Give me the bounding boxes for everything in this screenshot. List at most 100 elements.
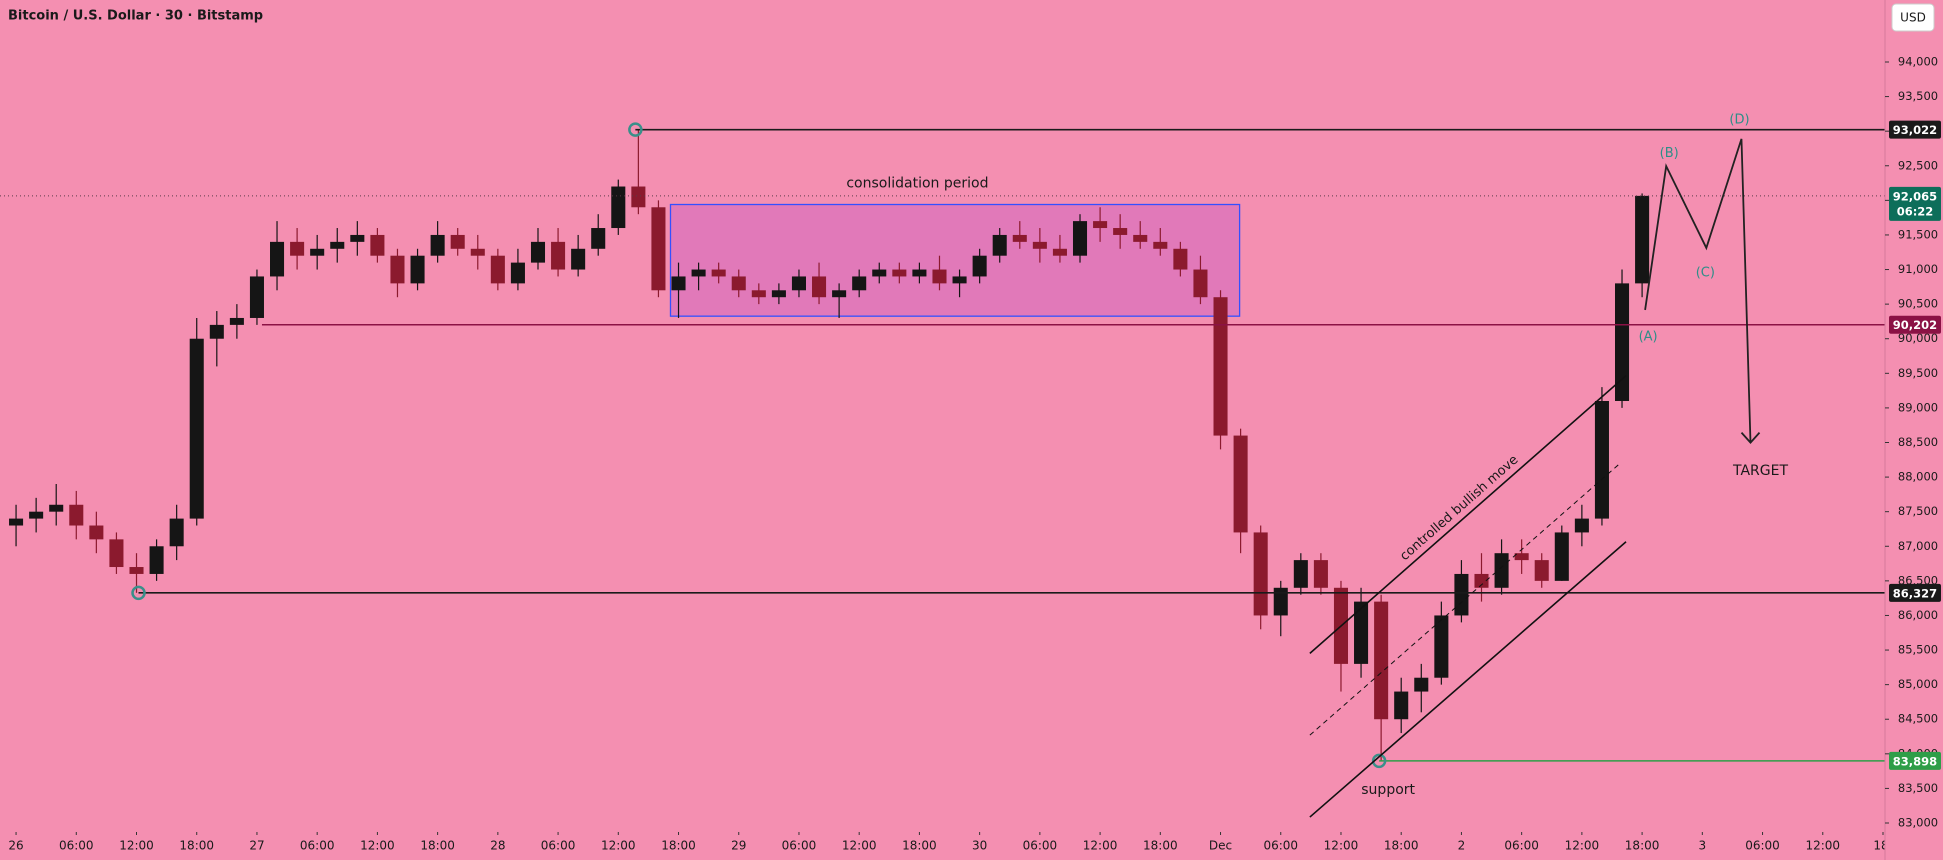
candle-body <box>1253 532 1268 616</box>
candle-body <box>1173 248 1188 270</box>
candle-body <box>29 511 44 519</box>
x-tick-label: 06:00 <box>300 839 335 853</box>
candle-body <box>691 269 706 277</box>
price-tag-label: 90,202 <box>1893 318 1937 332</box>
y-tick-label: 90,500 <box>1898 297 1938 311</box>
candle-body <box>450 234 465 249</box>
candle-body <box>270 241 285 277</box>
candle-body <box>1474 573 1489 588</box>
price-tag-label: 83,898 <box>1893 754 1937 768</box>
candle-body <box>651 207 666 291</box>
candle-body <box>290 241 305 256</box>
candle-body <box>1574 518 1589 533</box>
price-tag <box>1889 583 1941 602</box>
candle-body <box>912 269 927 277</box>
candle-body <box>1093 221 1108 229</box>
last-price-tag <box>1889 186 1941 221</box>
candle-body <box>470 248 485 256</box>
candle-body <box>1614 283 1630 401</box>
candle-body <box>370 234 385 256</box>
x-tick-label: 18:00 <box>1143 839 1178 853</box>
annotation: TARGET <box>1732 463 1788 479</box>
pivot-marker <box>1371 753 1387 769</box>
candle-body <box>832 290 847 298</box>
candle-body <box>1534 560 1549 581</box>
y-tick-label: 87,000 <box>1898 539 1938 553</box>
y-tick-label: 89,500 <box>1898 366 1938 380</box>
candle-body <box>430 234 445 256</box>
x-tick-label: 12:00 <box>119 839 154 853</box>
y-tick-label: 85,000 <box>1898 677 1938 691</box>
candle-body <box>611 186 626 229</box>
candle-body <box>189 338 204 519</box>
candle-body <box>530 241 546 263</box>
chart-title: Bitcoin / U.S. Dollar · 30 · Bitstamp <box>8 9 263 24</box>
candle-body <box>1434 615 1449 678</box>
x-tick-label: 12:00 <box>842 839 877 853</box>
candle-body <box>330 241 345 249</box>
x-tick-label: 12:00 <box>1324 839 1359 853</box>
x-tick-label: 06:00 <box>59 839 94 853</box>
candle-body <box>49 504 64 512</box>
candle-body <box>1594 400 1609 519</box>
projection-arrowhead <box>1740 432 1761 444</box>
x-tick-label: 18:00 <box>1384 839 1419 853</box>
candle-body <box>89 525 104 540</box>
candle-body <box>129 567 144 574</box>
annotation: (A) <box>1639 330 1658 345</box>
y-tick-label: 91,500 <box>1898 227 1938 241</box>
candle-body <box>1454 573 1469 616</box>
candle-body <box>791 276 806 291</box>
candle-body <box>551 241 566 270</box>
consolidation-box <box>669 203 1241 317</box>
candle-body <box>631 186 646 208</box>
projection-path <box>1644 138 1752 443</box>
y-tick-label: 90,000 <box>1898 331 1938 345</box>
channel-upper <box>1309 375 1627 654</box>
y-tick-label: 92,500 <box>1898 158 1938 172</box>
candle-body <box>932 269 947 284</box>
candle-body <box>1052 248 1067 256</box>
annotation: (B) <box>1660 146 1679 161</box>
currency-label[interactable]: USD <box>1900 11 1926 25</box>
candle-body <box>1072 221 1088 256</box>
candle-body <box>1133 234 1148 242</box>
x-tick-label: 06:00 <box>782 839 817 853</box>
candle-body <box>751 290 766 298</box>
candle-body <box>872 269 887 277</box>
x-tick-label: 29 <box>731 839 746 853</box>
countdown-label: 06:22 <box>1897 204 1934 218</box>
y-tick-label: 88,000 <box>1898 470 1938 484</box>
x-tick-label: 12:00 <box>1565 839 1600 853</box>
y-tick-label: 87,500 <box>1898 504 1938 518</box>
x-tick-label: 18:00 <box>420 839 455 853</box>
y-tick-label: 91,000 <box>1898 262 1938 276</box>
x-tick-label: 27 <box>249 839 264 853</box>
candle-body <box>1514 553 1529 561</box>
candle-body <box>1293 560 1308 588</box>
candle-body <box>350 234 365 242</box>
candle-body <box>1153 241 1168 249</box>
y-tick-label: 83,000 <box>1898 816 1938 830</box>
y-tick-label: 88,500 <box>1898 435 1938 449</box>
candle-body <box>69 504 84 526</box>
x-tick-label: 30 <box>972 839 987 853</box>
x-tick-label: 12:00 <box>1083 839 1118 853</box>
candle-body <box>249 276 264 318</box>
candle-body <box>771 290 786 298</box>
channel-lower <box>1309 541 1627 818</box>
x-tick-label: 18:00 <box>1625 839 1660 853</box>
currency-button[interactable] <box>1891 3 1935 32</box>
candle-body <box>852 276 867 291</box>
candle-body <box>1554 532 1569 581</box>
y-tick-label: 86,000 <box>1898 608 1938 622</box>
x-tick-label: 18:00 <box>902 839 937 853</box>
x-tick-label: Dec <box>1209 839 1232 853</box>
y-tick-label: 83,500 <box>1898 781 1938 795</box>
candle-body <box>591 228 606 249</box>
x-tick-label: 06:00 <box>1745 839 1780 853</box>
last-price-label: 92,065 <box>1893 189 1937 203</box>
candle-body <box>490 255 505 284</box>
